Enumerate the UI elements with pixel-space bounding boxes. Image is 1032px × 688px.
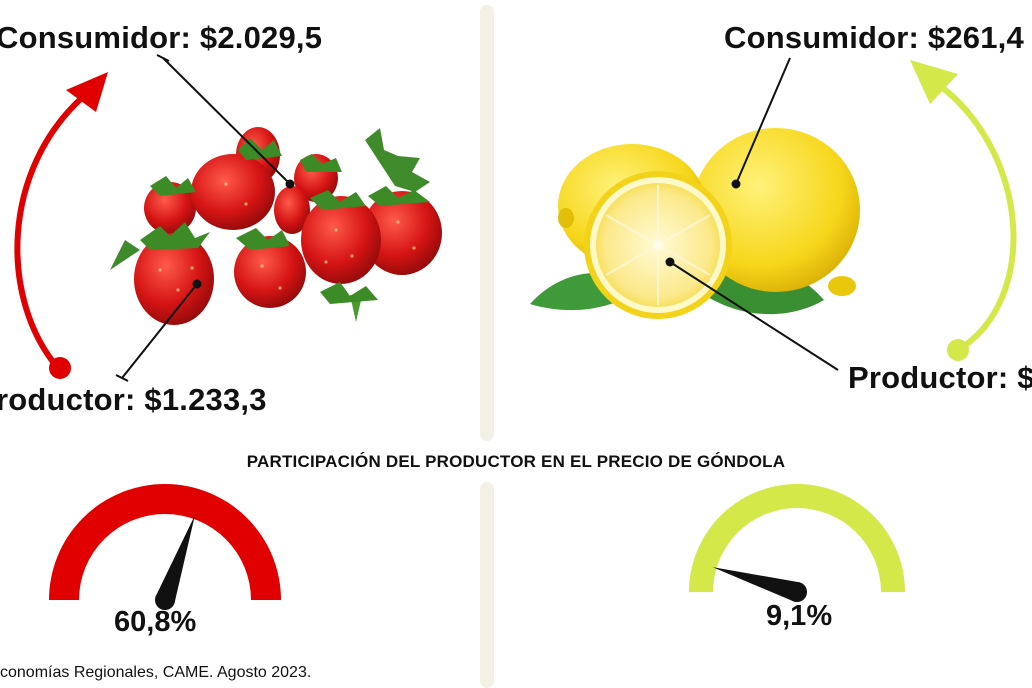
vertical-divider-bottom (480, 482, 494, 688)
lemon-consumer-label: Consumidor: $261,4 (724, 20, 1024, 55)
gauge-needle (712, 567, 800, 602)
lemon-producer-label: Productor: $ (848, 360, 1032, 395)
gauge-arc (49, 484, 281, 600)
strawberry-producer-share: 60,8% (114, 606, 197, 638)
gauge-arc (689, 484, 905, 592)
lemon-producer-share: 9,1% (766, 600, 833, 632)
gauge-hub (155, 590, 175, 610)
gauge-needle (155, 515, 195, 604)
lemon-icon (530, 128, 860, 319)
strawberry-consumer-label: Consumidor: $2.029,5 (0, 20, 323, 55)
strawberry-producer-gauge (49, 484, 281, 610)
source-note: conomías Regionales, CAME. Agosto 2023. (0, 664, 312, 681)
section-title: PARTICIPACIÓN DEL PRODUCTOR EN EL PRECIO… (246, 452, 786, 471)
strawberry-icon (110, 127, 442, 325)
lemon-price-arrow (910, 60, 1017, 361)
lemon-producer-gauge (689, 484, 905, 602)
strawberry-price-arrow (14, 72, 108, 379)
callout-lines (115, 54, 839, 382)
strawberry-producer-label: roductor: $1.233,3 (0, 382, 267, 417)
gauge-hub (787, 582, 807, 602)
vertical-divider-top (480, 5, 494, 441)
